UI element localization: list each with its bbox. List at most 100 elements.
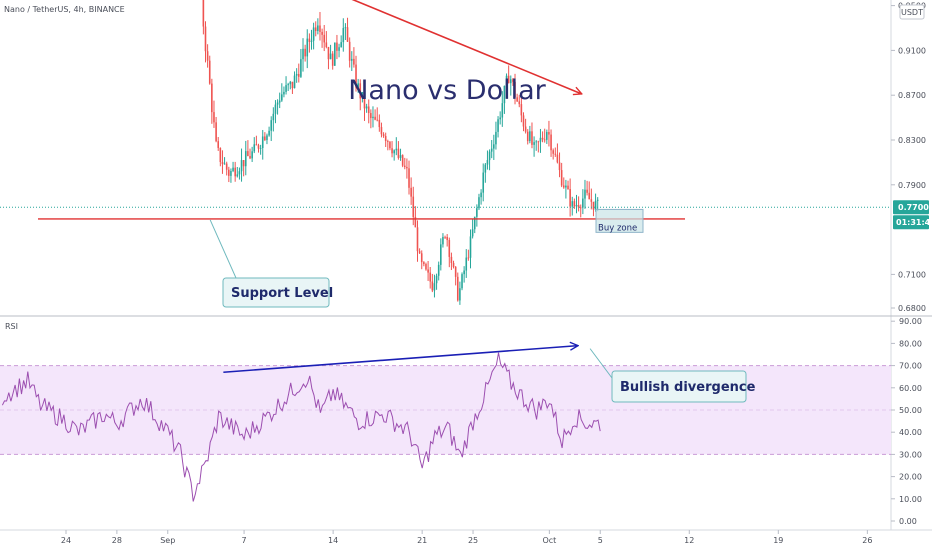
rsi-tick-label: 0.00 [899,517,917,526]
candle [387,139,389,151]
candle [370,109,372,129]
candle [420,250,423,270]
time-tick-label: 24 [61,536,71,545]
candle [302,38,304,72]
support-level-callout[interactable] [222,277,330,308]
candle [297,63,300,83]
candle [399,148,402,161]
candle [346,17,349,43]
candle [526,129,529,145]
candle [478,193,480,211]
candle [577,196,580,212]
candle [448,237,451,268]
time-tick-label: 12 [684,536,694,545]
candle [418,248,421,254]
candle [334,42,336,67]
candle [522,112,525,132]
candle [236,167,239,178]
buy-zone-box[interactable] [595,208,644,233]
candle [565,179,567,199]
candle [490,140,493,159]
candle [283,86,285,98]
time-tick-label: Sep [160,536,175,545]
candle [486,150,489,170]
resistance-trendline[interactable] [231,0,581,94]
candle [300,48,302,78]
divergence-trendline[interactable] [223,346,578,374]
candle [355,55,357,92]
symbol-legend[interactable]: Nano / TetherUS, 4h, BINANCE [4,5,125,14]
candle [357,78,359,93]
candle [306,29,309,69]
candle [242,160,245,177]
candle [378,114,381,132]
candle [533,136,535,157]
chart-title: Nano vs Dollar [348,75,546,106]
candle [503,85,506,114]
candle [499,111,501,125]
candle [310,29,313,50]
candle [516,93,518,102]
candle [596,197,599,212]
candle [552,148,554,160]
candle [518,95,521,108]
time-tick-label: 19 [773,536,783,545]
candle [281,83,283,102]
candle [359,79,362,111]
candle [456,272,459,302]
candle [325,31,328,49]
candle [531,122,533,149]
candle [348,37,351,68]
candle [353,47,355,68]
rsi-axis-ticks: 90.00 80.00 70.00 60.00 50.00 40.00 30.00 20.00… [891,317,922,526]
candle [446,234,448,247]
candle [403,157,406,170]
candle [287,82,289,92]
candle [278,92,281,109]
candle [391,141,393,158]
candle [429,267,432,289]
candle [367,99,370,124]
last-price-badge [893,200,929,215]
candle [450,252,453,271]
candle [251,146,253,162]
price-tick-label: 0.8300 [898,136,926,145]
candle [274,100,277,124]
candle [509,75,512,96]
candle [230,168,232,183]
candle [393,149,395,161]
time-axis-ticks: 24 28 Sep 7 14 21 25 Oct 5 12 19 26 [61,530,872,545]
candle [331,51,334,70]
candle [560,162,563,188]
candle [480,189,482,205]
candle [312,22,315,50]
bullish-divergence-callout[interactable] [611,370,747,403]
candle [546,129,548,144]
time-tick-label: 28 [112,536,122,545]
support-level-text: Support Level [231,286,333,301]
candle [234,161,236,182]
time-tick-label: 25 [468,536,478,545]
candle [304,44,306,62]
candle [255,135,258,146]
candle [482,163,485,202]
candle [206,44,209,68]
currency-button[interactable] [899,4,925,20]
candle [571,196,574,216]
candle [257,143,260,153]
candle [372,106,374,128]
candle [590,188,593,210]
candle [208,55,211,85]
candle [488,149,491,171]
candle [228,166,230,183]
candle [562,177,565,189]
candle [285,76,287,95]
candle [397,141,400,160]
candle [440,238,442,271]
candle [554,147,557,157]
candle [327,46,330,70]
candle [338,43,340,58]
candle [223,157,226,165]
time-tick-label: 5 [598,536,603,545]
